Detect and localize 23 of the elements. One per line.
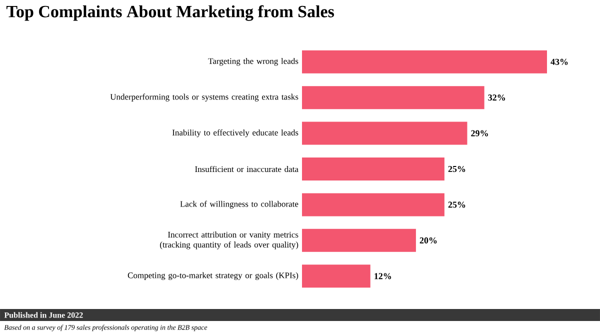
bar: [302, 264, 370, 288]
y-tick-label: Targeting the wrong leads: [208, 58, 298, 66]
y-tick-label: Underperforming tools or systems creating extra tasks: [110, 94, 298, 102]
data-label: 12%: [374, 273, 392, 280]
y-tick-label: Insufficient or inaccurate data: [195, 166, 298, 172]
y-tick-label: Competing go-to-market strategy or goals (KPIs): [128, 272, 298, 280]
chart-title: Top Complaints About Marketing from Sales: [6, 5, 334, 21]
data-label: 29%: [471, 130, 488, 136]
bar: [302, 193, 444, 216]
data-label: 25%: [448, 166, 466, 172]
y-tick-label: Lack of willingness to collaborate: [180, 200, 298, 209]
bar: [302, 50, 547, 74]
data-label: 20%: [420, 237, 437, 244]
bar: [302, 122, 468, 145]
bar: [302, 157, 444, 180]
y-tick-label: Incorrect attribution or vanity metrics (tracking quantity of leads over quality): [160, 232, 298, 250]
data-label: 25%: [448, 202, 466, 208]
text: Published in June 2022: [4, 312, 83, 318]
bar: [302, 86, 484, 110]
data-label: 32%: [488, 94, 506, 101]
data-label: 43%: [550, 58, 568, 65]
bar: [302, 228, 416, 252]
y-tick-label: Inability to effectively educate leads: [172, 129, 298, 138]
